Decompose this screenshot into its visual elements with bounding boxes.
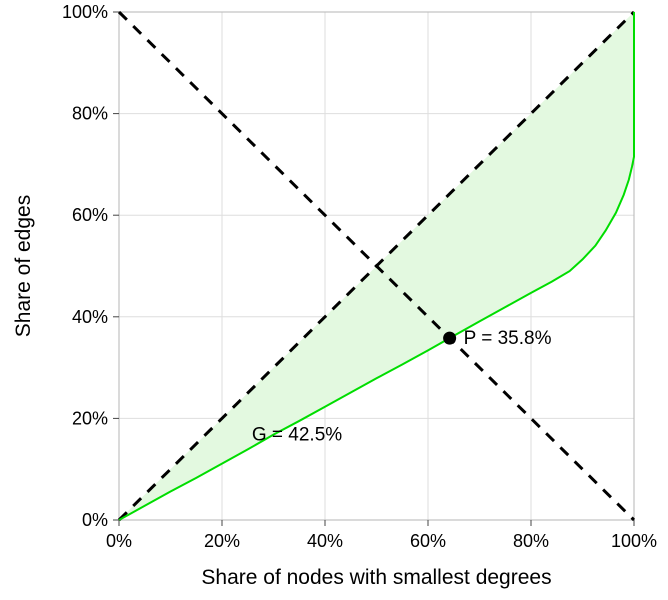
x-tick-label: 40% [307, 531, 343, 551]
g-label-label: G = 42.5% [252, 425, 342, 446]
x-tick-label: 0% [106, 531, 132, 551]
x-tick-label: 60% [410, 531, 446, 551]
p-point-label: P = 35.8% [464, 328, 552, 349]
y-tick-label: 40% [72, 307, 108, 327]
anti-diagonal-line [117, 10, 636, 522]
x-tick-label: 100% [611, 531, 657, 551]
y-tick-label: 0% [82, 510, 108, 530]
y-tick-label: 80% [72, 104, 108, 124]
lorenz-curve-line [118, 12, 635, 521]
y-axis-label: Share of edges [12, 195, 35, 337]
y-tick-label: 100% [62, 2, 108, 22]
x-axis-label: Share of nodes with smallest degrees [201, 566, 551, 589]
y-tick-label: 20% [72, 408, 108, 428]
plot-border [118, 11, 635, 521]
y-tick-label: 60% [72, 205, 108, 225]
p-point-marker [443, 331, 457, 345]
x-tick-label: 20% [204, 531, 240, 551]
x-tick-label: 80% [513, 531, 549, 551]
